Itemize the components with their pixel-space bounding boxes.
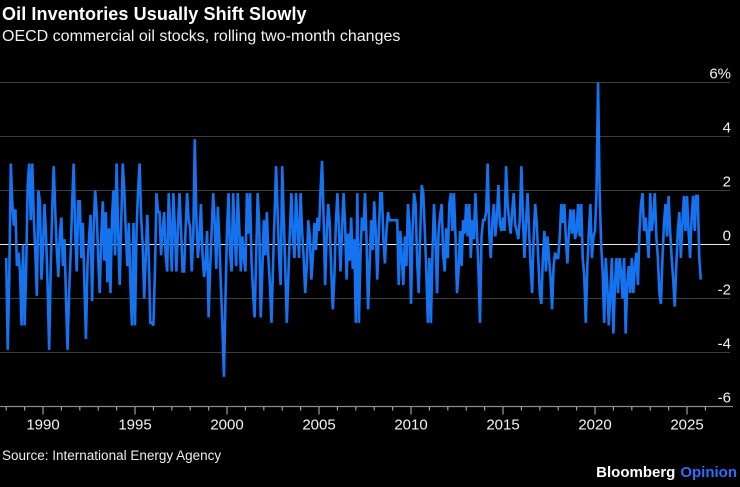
x-axis-label: 1990	[26, 417, 59, 434]
source-note: Source: International Energy Agency	[2, 448, 222, 463]
y-axis-label: 4	[723, 120, 731, 137]
chart-title: Oil Inventories Usually Shift Slowly	[2, 4, 307, 24]
y-axis-label: -6	[718, 390, 731, 407]
x-axis-label: 2010	[394, 417, 427, 434]
x-axis-label: 2020	[578, 417, 611, 434]
x-axis-label: 2005	[302, 417, 335, 434]
y-axis-label: 0	[723, 228, 731, 245]
chart-subtitle: OECD commercial oil stocks, rolling two-…	[2, 28, 401, 45]
y-axis-label: 6%	[709, 66, 731, 83]
x-axis-label: 2000	[210, 417, 243, 434]
y-axis-label: -4	[718, 336, 731, 353]
series-line	[4, 82, 703, 377]
x-axis-label: 2015	[486, 417, 519, 434]
brand-name: Bloomberg	[596, 464, 676, 481]
y-axis-label: 2	[723, 174, 731, 191]
y-axis-label: -2	[718, 282, 731, 299]
brand-section: Opinion	[680, 464, 737, 481]
brand-logo: Bloomberg Opinion	[596, 464, 737, 481]
x-axis-label: 1995	[118, 417, 151, 434]
x-axis-label: 2025	[670, 417, 703, 434]
